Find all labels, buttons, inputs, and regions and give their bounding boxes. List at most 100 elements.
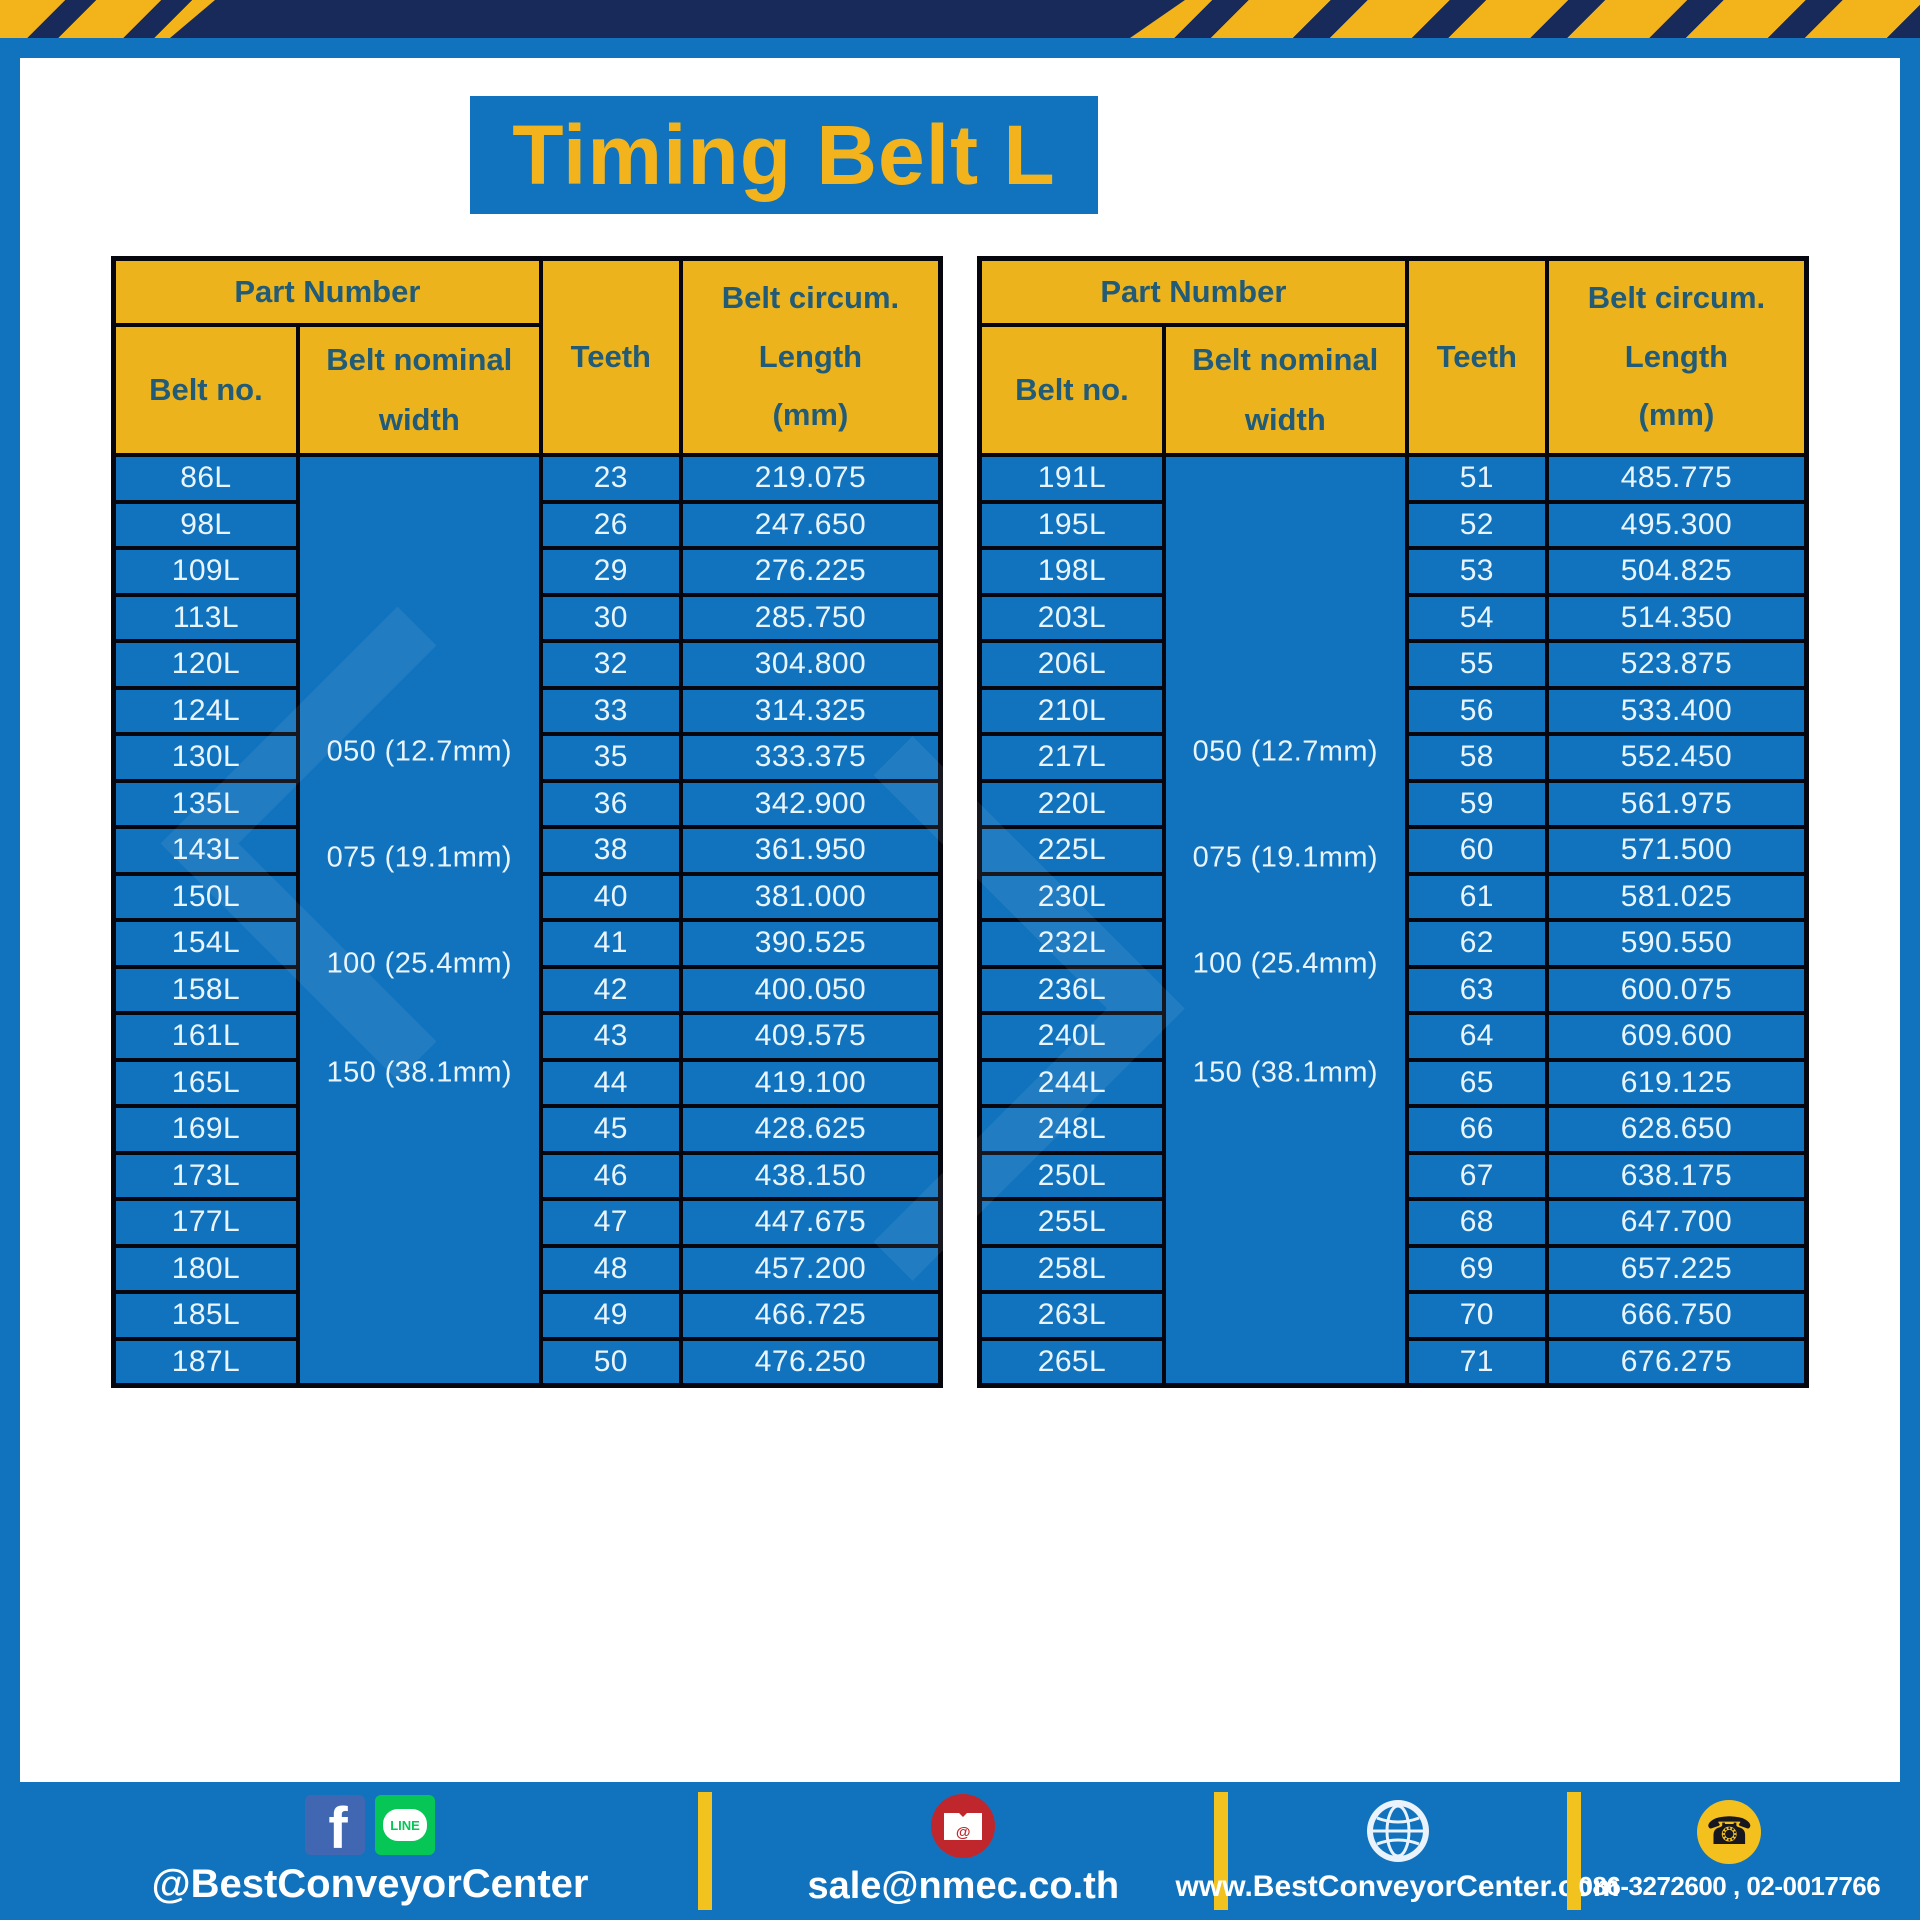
mail-icon: @ (931, 1794, 996, 1858)
header-circum-line1: Belt circum. (721, 279, 900, 315)
teeth-cell: 26 (542, 503, 679, 546)
length-cell: 428.625 (682, 1108, 938, 1151)
teeth-cell: 67 (1408, 1154, 1545, 1197)
teeth-cell: 43 (542, 1015, 679, 1058)
teeth-cell: 53 (1408, 550, 1545, 593)
facebook-f-glyph: f (328, 1795, 348, 1855)
header-circum-line3: (mm) (1638, 397, 1715, 433)
blue-frame: Timing Belt L Part Number Belt no. Belt … (0, 38, 1920, 1920)
length-cell: 247.650 (682, 503, 938, 546)
footer-website-group: www.BestConveyorCenter.com (1176, 1799, 1620, 1904)
teeth-cell: 30 (542, 596, 679, 639)
belt-no-cell: 130L (116, 736, 296, 779)
contact-footer: f LINE @BestConveyorCenter @ sale@nmec.c… (20, 1782, 1900, 1920)
header-part-number: Part Number (982, 261, 1405, 323)
email-text: sale@nmec.co.th (807, 1865, 1120, 1907)
width-group-label: 100 (25.4mm) (1192, 947, 1378, 980)
header-circum-line2: Length (758, 338, 863, 374)
belt-no-cell: 185L (116, 1294, 296, 1337)
hazard-stripes-right (1130, 0, 1920, 38)
width-group-label: 150 (38.1mm) (326, 1056, 512, 1089)
teeth-cell: 59 (1408, 782, 1545, 825)
teeth-cell: 60 (1408, 829, 1545, 872)
length-cell: 619.125 (1548, 1061, 1804, 1104)
belt-no-cell: 258L (982, 1247, 1162, 1290)
length-cell: 314.325 (682, 689, 938, 732)
belt-no-cell: 203L (982, 596, 1162, 639)
facebook-icon: f (305, 1795, 366, 1855)
header-belt-nominal-line2: width (1244, 402, 1326, 437)
length-cell: 342.900 (682, 782, 938, 825)
length-cell: 419.100 (682, 1061, 938, 1104)
length-cell: 476.250 (682, 1340, 938, 1383)
width-group-label: 150 (38.1mm) (1192, 1056, 1378, 1089)
table-header: Part Number Belt no. Belt nominal width … (982, 261, 1804, 453)
teeth-cell: 55 (1408, 643, 1545, 686)
phone-numbers-text: 086-3272600 , 02-0017766 (1578, 1871, 1881, 1901)
header-circum-line3: (mm) (772, 397, 849, 433)
length-cell: 285.750 (682, 596, 938, 639)
length-cell: 581.025 (1548, 875, 1804, 918)
belt-no-cell: 169L (116, 1108, 296, 1151)
teeth-cell: 35 (542, 736, 679, 779)
belt-no-cell: 98L (116, 503, 296, 546)
hazard-stripe-band (0, 0, 1920, 38)
footer-divider (1214, 1792, 1229, 1910)
hazard-stripes-left (0, 0, 215, 38)
table-header: Part Number Belt no. Belt nominal width … (116, 261, 938, 453)
teeth-cell: 58 (1408, 736, 1545, 779)
belt-no-cell: 150L (116, 875, 296, 918)
teeth-cell: 47 (542, 1201, 679, 1244)
header-belt-circum: Belt circum. Length (mm) (682, 261, 938, 453)
teeth-cell: 66 (1408, 1108, 1545, 1151)
belt-no-cell: 161L (116, 1015, 296, 1058)
belt-no-cell: 158L (116, 968, 296, 1011)
length-cell: 466.725 (682, 1294, 938, 1337)
teeth-cell: 52 (1408, 503, 1545, 546)
length-cell: 628.650 (1548, 1108, 1804, 1151)
belt-no-cell: 240L (982, 1015, 1162, 1058)
length-cell: 571.500 (1548, 829, 1804, 872)
teeth-cell: 36 (542, 782, 679, 825)
length-cell: 361.950 (682, 829, 938, 872)
belt-no-cell: 265L (982, 1340, 1162, 1383)
footer-divider (698, 1792, 713, 1910)
belt-no-cell: 135L (116, 782, 296, 825)
length-cell: 609.600 (1548, 1015, 1804, 1058)
teeth-cell: 65 (1408, 1061, 1545, 1104)
length-cell: 485.775 (1548, 457, 1804, 500)
teeth-cell: 56 (1408, 689, 1545, 732)
length-cell: 552.450 (1548, 736, 1804, 779)
teeth-cell: 49 (542, 1294, 679, 1337)
belt-no-cell: 120L (116, 643, 296, 686)
belt-table-right: Part Number Belt no. Belt nominal width … (977, 256, 1809, 1388)
belt-no-cell: 187L (116, 1340, 296, 1383)
length-cell: 219.075 (682, 457, 938, 500)
header-circum-line2: Length (1624, 338, 1729, 374)
phone-icon: ☎ (1697, 1800, 1762, 1864)
belt-no-cell: 210L (982, 689, 1162, 732)
header-belt-no: Belt no. (116, 327, 296, 453)
length-cell: 304.800 (682, 643, 938, 686)
teeth-cell: 71 (1408, 1340, 1545, 1383)
belt-no-cell: 248L (982, 1108, 1162, 1151)
table-body: 050 (12.7mm) 075 (19.1mm) 100 (25.4mm) 150 … (982, 457, 1804, 1383)
header-belt-nominal-line2: width (378, 402, 460, 437)
belt-no-cell: 206L (982, 643, 1162, 686)
teeth-cell: 44 (542, 1061, 679, 1104)
belt-no-cell: 177L (116, 1201, 296, 1244)
belt-no-cell: 236L (982, 968, 1162, 1011)
teeth-cell: 51 (1408, 457, 1545, 500)
teeth-cell: 54 (1408, 596, 1545, 639)
spec-tables: Part Number Belt no. Belt nominal width … (20, 256, 1900, 1388)
social-icon-row: f LINE (305, 1795, 436, 1855)
header-part-number: Part Number (116, 261, 539, 323)
header-belt-circum: Belt circum. Length (mm) (1548, 261, 1804, 453)
belt-no-cell: 263L (982, 1294, 1162, 1337)
header-belt-no: Belt no. (982, 327, 1162, 453)
belt-no-cell: 232L (982, 922, 1162, 965)
belt-no-cell: 154L (116, 922, 296, 965)
footer-divider (1566, 1792, 1581, 1910)
belt-table-left: Part Number Belt no. Belt nominal width … (111, 256, 943, 1388)
length-cell: 276.225 (682, 550, 938, 593)
